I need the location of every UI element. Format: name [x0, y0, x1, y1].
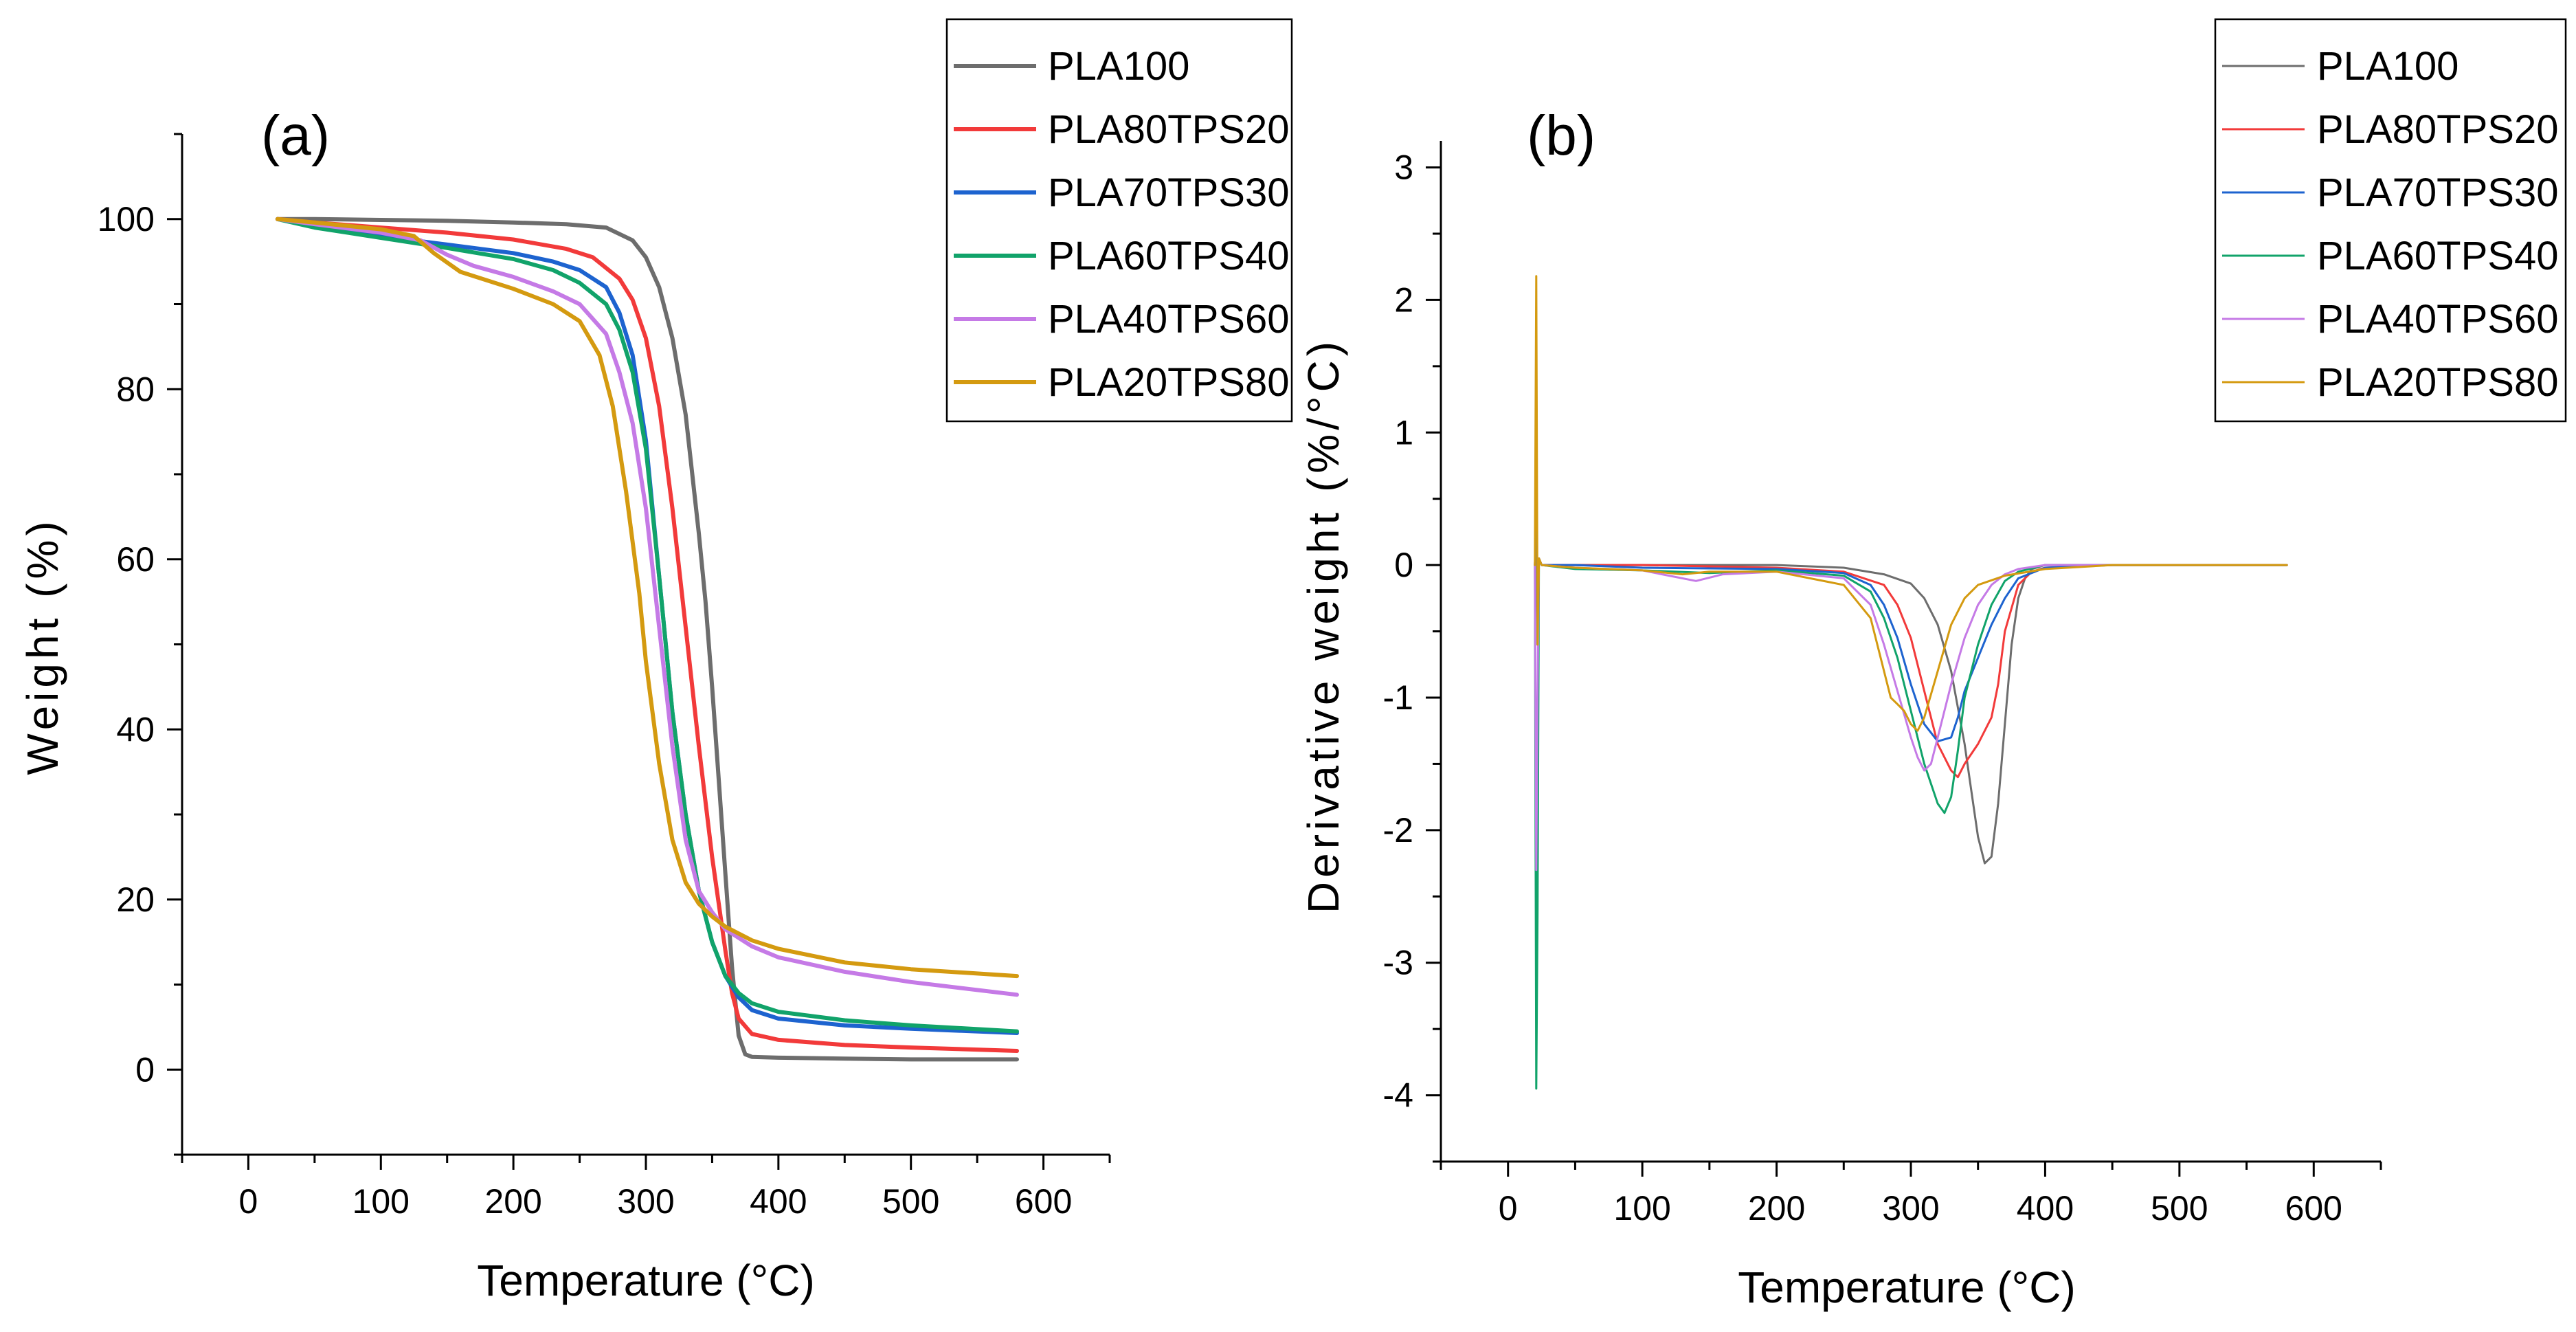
legend-label-pla40tps60: PLA40TPS60 [1048, 297, 1289, 342]
panel-a-legend: PLA100 PLA80TPS20 PLA70TPS30 PLA60TPS40 PLA4… [945, 18, 1293, 423]
y-tick-label: 2 [1394, 280, 1413, 319]
panel-b-derivative-chart: (b) 0 100 200 300 400 500 600 -4 -3 -2 -1 0 1 2 3 Temp… [1299, 18, 2567, 1312]
x-tick-label: 400 [2017, 1189, 2074, 1228]
series-line-pla20tps80 [1534, 275, 2288, 732]
x-tick-label: 300 [1882, 1189, 1939, 1228]
y-tick-label: -3 [1383, 944, 1413, 982]
y-tick-label: -4 [1383, 1076, 1413, 1115]
panel-b-x-axis-title: Temperature (°C) [1738, 1263, 2076, 1312]
x-tick-label: 400 [750, 1182, 807, 1221]
series-line-pla60tps40 [275, 217, 1019, 1034]
panel-b-y-axis-title: Derivative weight (%/°C) [1299, 337, 1348, 913]
x-tick-label: 600 [1015, 1182, 1072, 1221]
panel-a-y-axis-title: Weight (%) [18, 517, 67, 775]
panel-a-x-axis-title: Temperature (°C) [477, 1256, 815, 1305]
legend-label-pla60tps40: PLA60TPS40 [2317, 234, 2558, 278]
x-tick-label: 300 [617, 1182, 674, 1221]
legend-label-pla70tps30: PLA70TPS30 [1048, 170, 1289, 215]
legend-label-pla70tps30: PLA70TPS30 [2317, 170, 2558, 215]
y-tick-label: 80 [116, 370, 155, 408]
x-tick-label: 0 [239, 1182, 258, 1221]
x-tick-label: 100 [352, 1182, 410, 1221]
y-tick-label: 20 [116, 880, 155, 919]
x-tick-label: 600 [2285, 1189, 2342, 1228]
legend-label-pla80tps20: PLA80TPS20 [2317, 107, 2558, 152]
legend-label-pla100: PLA100 [2317, 44, 2459, 89]
series-line-pla20tps80 [275, 217, 1019, 979]
y-tick-label: 40 [116, 710, 155, 748]
panel-b-label: (b) [1527, 104, 1595, 167]
legend-label-pla20tps80: PLA20TPS80 [2317, 360, 2558, 405]
y-tick-label: -2 [1383, 811, 1413, 850]
y-tick-label: 0 [1394, 546, 1413, 584]
series-line-pla100 [1534, 524, 2288, 865]
panel-b-legend: PLA100 PLA80TPS20 PLA70TPS30 PLA60TPS40 PLA4… [2214, 18, 2567, 423]
legend-label-pla40tps60: PLA40TPS60 [2317, 297, 2558, 342]
x-tick-label: 0 [1499, 1189, 1518, 1228]
y-tick-label: 1 [1394, 413, 1413, 452]
panel-b-series [1534, 275, 2288, 1090]
series-line-pla40tps60 [275, 217, 1019, 997]
legend-label-pla80tps20: PLA80TPS20 [1048, 107, 1289, 152]
panel-a-weight-chart: (a) 0 100 200 300 400 500 600 0 20 40 60 80 100 Temp… [18, 18, 1293, 1305]
y-tick-label: 100 [98, 200, 155, 238]
series-line-pla80tps20 [275, 217, 1019, 1053]
panel-a-axes: 0 100 200 300 400 500 600 0 20 40 60 80 100 [98, 133, 1111, 1221]
x-tick-label: 200 [484, 1182, 541, 1221]
y-tick-label: 0 [135, 1050, 155, 1089]
y-tick-label: -1 [1383, 678, 1413, 717]
series-line-pla100 [275, 217, 1019, 1062]
x-tick-label: 200 [1748, 1189, 1805, 1228]
legend-box [945, 18, 1293, 423]
x-tick-label: 100 [1613, 1189, 1670, 1228]
legend-label-pla60tps40: PLA60TPS40 [1048, 234, 1289, 278]
panel-a-series [275, 217, 1019, 1062]
x-tick-label: 500 [2151, 1189, 2208, 1228]
y-tick-label: 3 [1394, 148, 1413, 187]
x-tick-label: 500 [882, 1182, 939, 1221]
legend-label-pla20tps80: PLA20TPS80 [1048, 360, 1289, 405]
panel-b-axes: 0 100 200 300 400 500 600 -4 -3 -2 -1 0 1 2 3 [1383, 141, 2382, 1228]
y-tick-label: 60 [116, 540, 155, 579]
panel-a-label: (a) [261, 104, 330, 167]
legend-box [2214, 18, 2567, 423]
legend-label-pla100: PLA100 [1048, 44, 1189, 89]
